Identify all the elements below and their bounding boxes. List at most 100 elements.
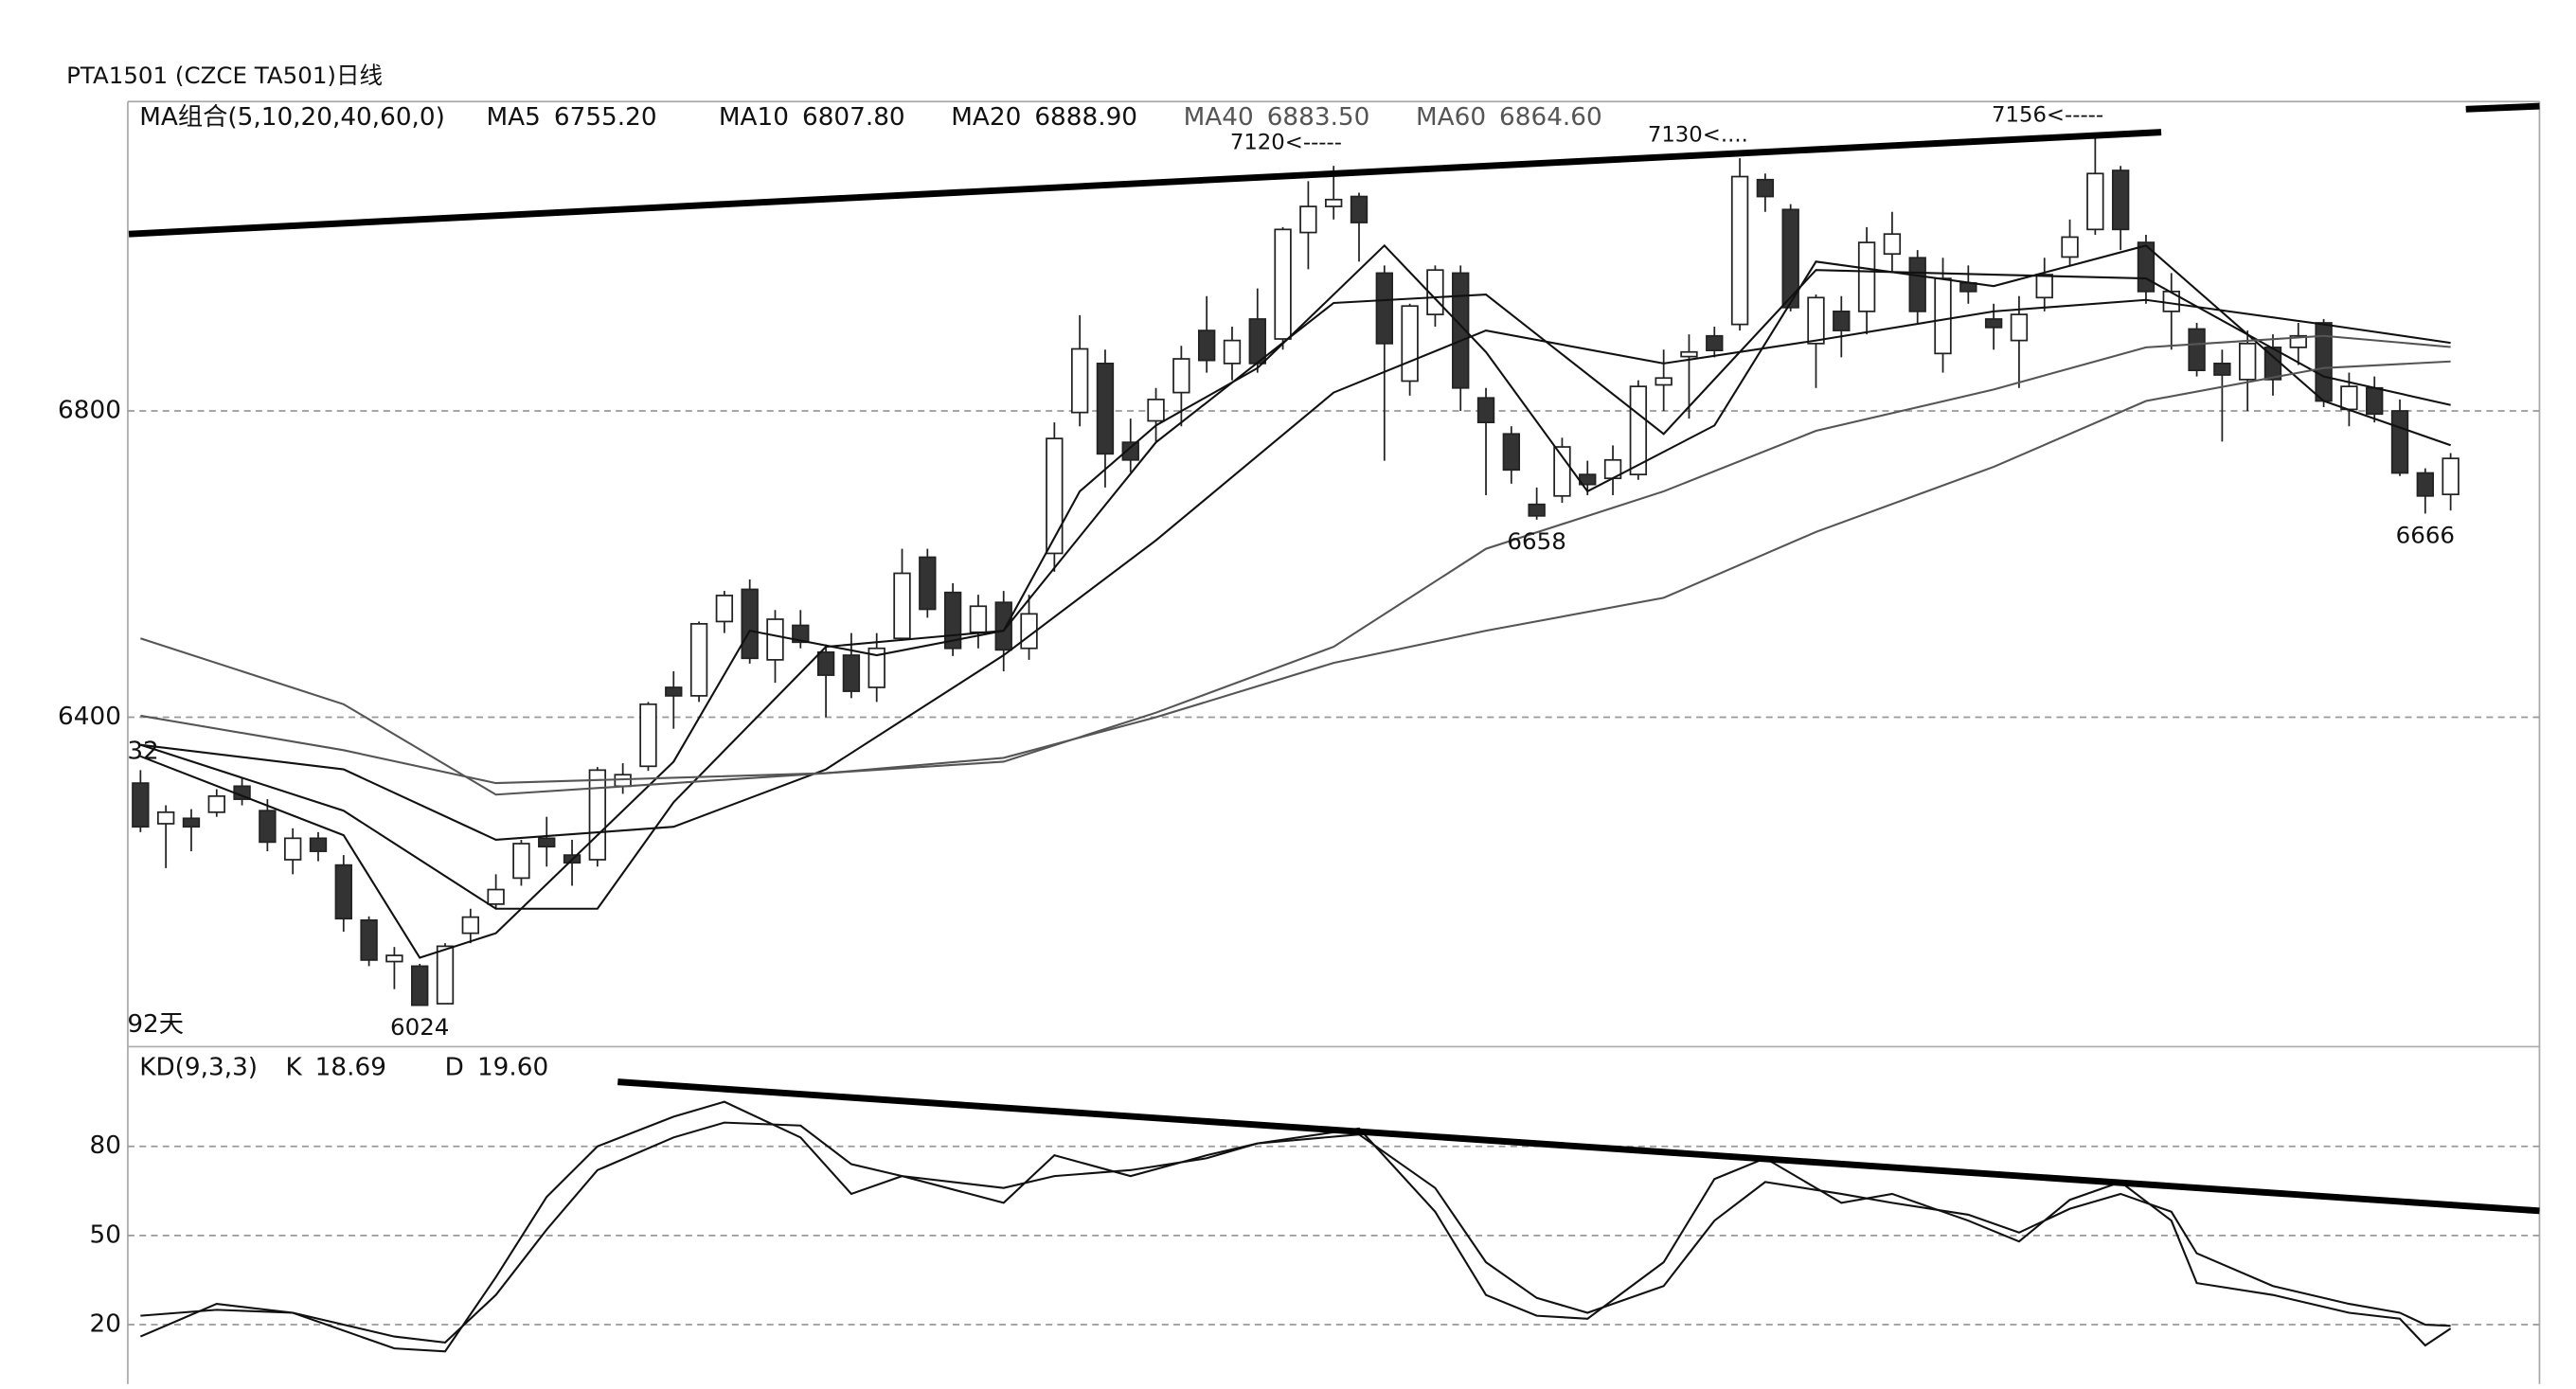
candle-body: [2188, 328, 2206, 372]
candle-body: [156, 810, 175, 825]
candle-body: [283, 837, 302, 861]
candle-body: [842, 654, 861, 692]
candle-body: [1070, 347, 1089, 414]
candle-body: [994, 601, 1012, 651]
trend-line: [128, 129, 2162, 238]
candle-body: [259, 810, 277, 844]
candle-body: [2442, 457, 2460, 496]
candle-body: [2111, 169, 2130, 231]
legend-value: 6807.80: [802, 103, 905, 132]
legend-value: 6755.20: [554, 103, 657, 132]
chart-title: PTA1501 (CZCE TA501)日线: [66, 62, 383, 89]
candle-body: [360, 919, 378, 961]
candle-body: [1452, 272, 1470, 389]
candle-body: [2213, 363, 2231, 376]
legend-name: MA40: [1184, 103, 1254, 132]
y-tick-label: 6400: [58, 703, 121, 731]
candle-body: [1046, 437, 1064, 555]
y-tick-label: 80: [89, 1131, 120, 1160]
legend-title: MA组合(5,10,20,40,60,0): [139, 103, 445, 132]
candle-body: [1934, 277, 1952, 355]
legend-value: 19.60: [477, 1054, 548, 1082]
candle-body: [2366, 386, 2384, 416]
candle-body: [2086, 172, 2104, 231]
candle-body: [1629, 385, 1648, 476]
candle-body: [715, 595, 734, 623]
candle-body: [132, 782, 150, 828]
legend-name: MA60: [1416, 103, 1486, 132]
candle-body: [1197, 329, 1216, 362]
candle-body: [1883, 233, 1902, 256]
annotation: 6658: [1507, 527, 1565, 555]
candle-body: [461, 916, 480, 935]
candle-body: [665, 686, 683, 697]
legend-name: MA10: [719, 103, 789, 132]
candle-body: [1730, 175, 1749, 326]
candle-body: [969, 605, 988, 633]
candle-body: [1502, 433, 1521, 472]
candle-body: [2340, 385, 2358, 411]
candle-body: [868, 647, 886, 688]
candle-body: [1984, 318, 2003, 329]
candle-body: [1147, 399, 1165, 422]
legend-name: D: [445, 1054, 464, 1082]
legend-title: KD(9,3,3): [139, 1054, 258, 1082]
candle-body: [182, 817, 201, 828]
annotation: 7120<-----: [1230, 131, 1342, 155]
legend-value: 18.69: [315, 1054, 386, 1082]
candle-body: [1274, 228, 1292, 340]
candle-body: [816, 650, 835, 676]
series-line: [140, 269, 2451, 910]
candle-body: [689, 622, 708, 697]
trend-line: [617, 1078, 2540, 1215]
candle-body: [639, 703, 657, 768]
candle-body: [207, 794, 225, 813]
candle-body: [1121, 441, 1139, 461]
annotation: 7130<....: [1648, 122, 1748, 147]
candle-body: [309, 837, 328, 852]
candle-body: [1857, 241, 1876, 312]
legend-name: MA5: [487, 103, 541, 132]
candle-body: [2315, 322, 2333, 402]
candle-body: [2390, 410, 2409, 474]
series-line: [139, 243, 2451, 959]
series-line: [140, 334, 2451, 785]
candle-body: [1528, 503, 1546, 517]
legend-value: 6883.50: [1267, 103, 1370, 132]
candle-body: [1375, 272, 1393, 345]
candle-body: [1248, 318, 1266, 365]
candle-body: [919, 556, 937, 611]
candle-body: [2238, 342, 2257, 381]
candle-body: [588, 769, 607, 861]
candle-body: [1325, 198, 1343, 207]
candle-body: [1350, 195, 1368, 223]
candle-body: [2061, 236, 2079, 258]
legend-name: MA20: [951, 103, 1021, 132]
candle-body: [1553, 446, 1571, 497]
annotation: 6024: [390, 1013, 449, 1041]
candle-body: [1680, 350, 1698, 358]
candle-body: [512, 843, 530, 880]
candle-body: [741, 588, 759, 660]
candle-body: [436, 945, 455, 1005]
y-tick-label: 6800: [58, 397, 121, 425]
candle-body: [1807, 296, 1825, 345]
candle-body: [538, 837, 556, 848]
y-tick-label: 20: [89, 1310, 120, 1339]
annotation: 32: [127, 738, 158, 766]
y-tick-label: 50: [89, 1220, 120, 1249]
candle-body: [1908, 257, 1926, 312]
candle-body: [1299, 205, 1317, 234]
candle-body: [334, 864, 352, 920]
legend-name: K: [285, 1054, 302, 1082]
candle-body: [2035, 274, 2053, 299]
candle-body: [1756, 178, 1775, 198]
trend-line: [2465, 102, 2540, 113]
series-line: [140, 1121, 2451, 1344]
legend-value: 6888.90: [1034, 103, 1137, 132]
candle-body: [792, 624, 810, 644]
candle-body: [1833, 311, 1851, 331]
candle-body: [1172, 358, 1190, 394]
candle-body: [2010, 313, 2029, 342]
